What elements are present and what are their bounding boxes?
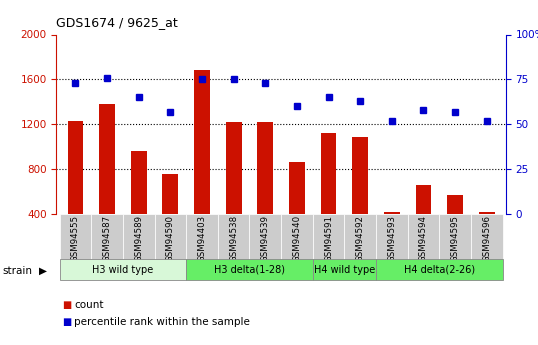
Bar xyxy=(218,214,250,260)
Text: GSM94589: GSM94589 xyxy=(134,215,143,262)
Text: GSM94593: GSM94593 xyxy=(387,215,397,262)
Text: GSM94538: GSM94538 xyxy=(229,215,238,263)
Bar xyxy=(123,214,154,260)
Text: GSM94595: GSM94595 xyxy=(451,215,459,262)
Bar xyxy=(313,259,376,280)
Bar xyxy=(99,104,115,214)
Text: ■: ■ xyxy=(62,317,71,326)
Text: GSM94592: GSM94592 xyxy=(356,215,365,262)
Bar xyxy=(186,214,218,260)
Bar xyxy=(186,259,313,280)
Bar xyxy=(162,174,178,214)
Bar xyxy=(289,162,305,214)
Bar xyxy=(131,151,147,214)
Bar xyxy=(408,214,440,260)
Text: GSM94587: GSM94587 xyxy=(103,215,111,263)
Text: strain: strain xyxy=(3,266,33,276)
Bar xyxy=(60,214,91,260)
Bar xyxy=(479,211,494,214)
Text: H3 wild type: H3 wild type xyxy=(93,265,153,275)
Bar xyxy=(91,214,123,260)
Text: H3 delta(1-28): H3 delta(1-28) xyxy=(214,265,285,275)
Text: GSM94540: GSM94540 xyxy=(293,215,301,263)
Bar xyxy=(313,214,344,260)
Bar xyxy=(415,185,431,214)
Bar xyxy=(250,214,281,260)
Text: GDS1674 / 9625_at: GDS1674 / 9625_at xyxy=(56,16,178,29)
Text: H4 wild type: H4 wild type xyxy=(314,265,375,275)
Text: GSM94594: GSM94594 xyxy=(419,215,428,262)
Text: GSM94403: GSM94403 xyxy=(197,215,207,263)
Bar xyxy=(447,195,463,214)
Bar xyxy=(226,122,242,214)
Bar xyxy=(281,214,313,260)
Bar xyxy=(60,259,186,280)
Text: H4 delta(2-26): H4 delta(2-26) xyxy=(404,265,475,275)
Text: GSM94590: GSM94590 xyxy=(166,215,175,262)
Text: GSM94591: GSM94591 xyxy=(324,215,333,262)
Text: GSM94539: GSM94539 xyxy=(261,215,270,262)
Bar xyxy=(376,259,502,280)
Text: ■: ■ xyxy=(62,300,71,310)
Text: percentile rank within the sample: percentile rank within the sample xyxy=(74,317,250,326)
Text: ▶: ▶ xyxy=(39,266,47,276)
Bar xyxy=(344,214,376,260)
Text: count: count xyxy=(74,300,104,310)
Text: GSM94555: GSM94555 xyxy=(71,215,80,263)
Bar xyxy=(68,121,83,214)
Bar xyxy=(440,214,471,260)
Bar xyxy=(376,214,408,260)
Bar xyxy=(257,122,273,214)
Bar xyxy=(471,214,502,260)
Bar xyxy=(352,137,368,214)
Bar xyxy=(384,211,400,214)
Bar xyxy=(154,214,186,260)
Bar xyxy=(194,70,210,214)
Text: GSM94596: GSM94596 xyxy=(482,215,491,262)
Bar xyxy=(321,133,336,214)
